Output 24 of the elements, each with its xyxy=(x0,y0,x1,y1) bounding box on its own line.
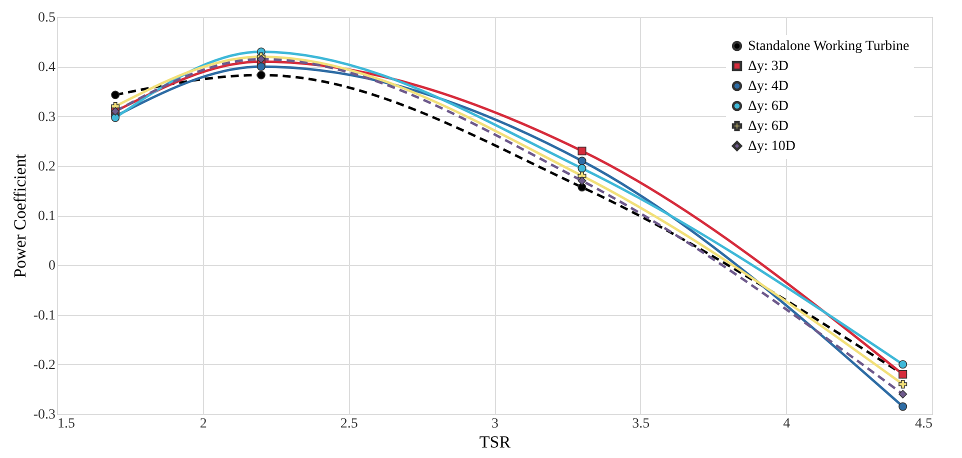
x-tick-label: 3.5 xyxy=(632,416,650,432)
y-tick-label: 0.4 xyxy=(38,60,56,76)
y-tick-label: 0.2 xyxy=(38,159,56,174)
y-tick-label: 0.1 xyxy=(38,209,56,224)
legend-label: Δy: 6D xyxy=(748,119,789,134)
legend-label: Δy: 4D xyxy=(748,79,789,94)
legend-label: Δy: 6D xyxy=(748,99,789,114)
legend-label: Δy: 3D xyxy=(748,59,789,74)
legend-label: Standalone Working Turbine xyxy=(748,39,910,54)
y-tick-label: -0.1 xyxy=(33,308,56,324)
y-tick-label: -0.2 xyxy=(33,358,56,373)
y-tick-label: 0 xyxy=(48,258,56,274)
x-axis-title: TSR xyxy=(479,432,512,452)
x-tick-label: 4.5 xyxy=(915,416,932,432)
x-tick-label: 2.5 xyxy=(340,416,358,432)
x-tick-label: 2 xyxy=(200,416,207,432)
x-tick-label: 1.5 xyxy=(58,416,75,432)
x-tick-label: 4 xyxy=(783,416,790,432)
y-tick-label: 0.5 xyxy=(38,10,56,26)
y-tick-label: 0.3 xyxy=(38,110,56,125)
x-tick-label: 3 xyxy=(492,416,498,432)
legend-label: Δy: 10D xyxy=(748,139,796,154)
y-tick-label: -0.3 xyxy=(33,408,56,422)
y-axis-title: Power Coefficient xyxy=(10,154,30,278)
